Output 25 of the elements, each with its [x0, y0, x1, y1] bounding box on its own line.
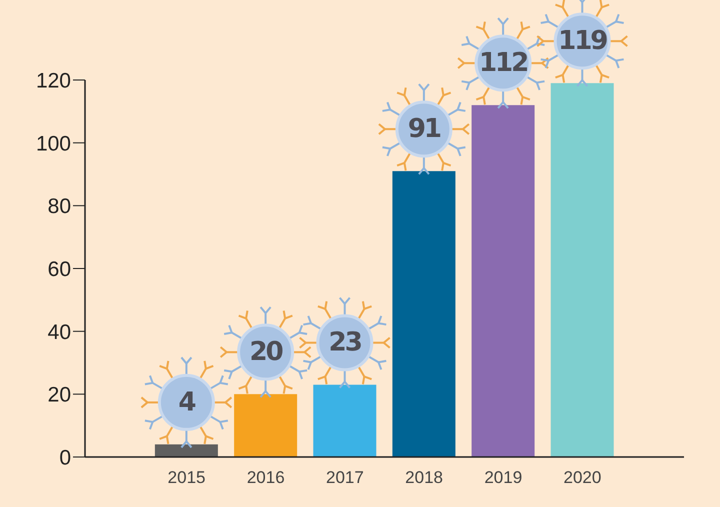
bar — [313, 384, 376, 457]
x-tick-label: 2015 — [168, 468, 206, 488]
bar — [550, 83, 614, 457]
x-tick-label: 2020 — [564, 468, 602, 488]
y-tick-label: 20 — [48, 384, 71, 407]
x-tick-label: 2018 — [405, 468, 443, 488]
bar — [472, 105, 535, 457]
y-tick-label: 60 — [48, 258, 71, 281]
data-label: 112 — [478, 48, 528, 78]
x-tick-label: 2016 — [246, 468, 285, 488]
x-tick-label: 2019 — [484, 468, 522, 488]
data-label: 119 — [558, 26, 608, 56]
bar — [392, 171, 456, 457]
x-tick-label: 2017 — [326, 468, 364, 488]
bar — [234, 394, 298, 457]
y-tick-label: 80 — [48, 195, 71, 218]
data-label: 4 — [178, 387, 196, 418]
y-tick-label: 0 — [59, 446, 71, 470]
data-label: 20 — [249, 337, 283, 368]
y-tick-label: 100 — [36, 132, 71, 156]
bar — [154, 444, 218, 457]
data-label: 23 — [328, 328, 362, 358]
data-label: 91 — [408, 114, 441, 144]
y-tick-label: 40 — [48, 320, 71, 344]
y-tick-label: 120 — [36, 69, 71, 92]
